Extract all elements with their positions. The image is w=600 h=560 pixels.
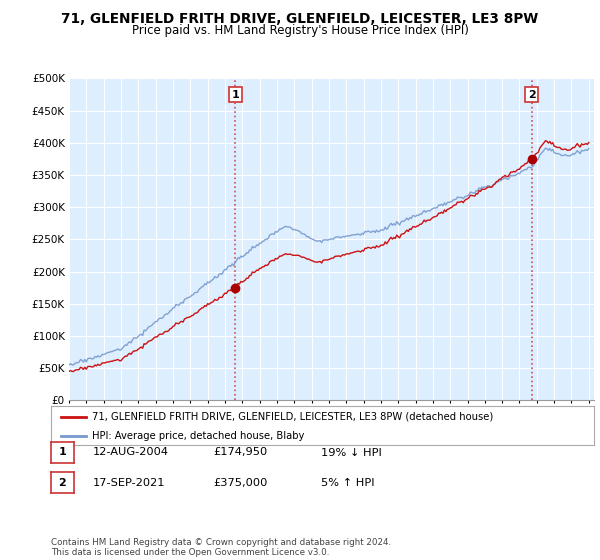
Text: Price paid vs. HM Land Registry's House Price Index (HPI): Price paid vs. HM Land Registry's House … — [131, 24, 469, 36]
Text: 19% ↓ HPI: 19% ↓ HPI — [321, 447, 382, 458]
Text: 12-AUG-2004: 12-AUG-2004 — [93, 447, 169, 458]
Text: Contains HM Land Registry data © Crown copyright and database right 2024.
This d: Contains HM Land Registry data © Crown c… — [51, 538, 391, 557]
Text: £375,000: £375,000 — [213, 478, 268, 488]
Text: 1: 1 — [59, 447, 66, 458]
Text: HPI: Average price, detached house, Blaby: HPI: Average price, detached house, Blab… — [92, 431, 304, 441]
Text: 2: 2 — [528, 90, 535, 100]
Text: 1: 1 — [232, 90, 239, 100]
Text: 71, GLENFIELD FRITH DRIVE, GLENFIELD, LEICESTER, LE3 8PW (detached house): 71, GLENFIELD FRITH DRIVE, GLENFIELD, LE… — [92, 412, 493, 422]
Text: 71, GLENFIELD FRITH DRIVE, GLENFIELD, LEICESTER, LE3 8PW: 71, GLENFIELD FRITH DRIVE, GLENFIELD, LE… — [61, 12, 539, 26]
Text: 2: 2 — [59, 478, 66, 488]
Text: £174,950: £174,950 — [213, 447, 267, 458]
Text: 5% ↑ HPI: 5% ↑ HPI — [321, 478, 374, 488]
Text: 17-SEP-2021: 17-SEP-2021 — [93, 478, 166, 488]
